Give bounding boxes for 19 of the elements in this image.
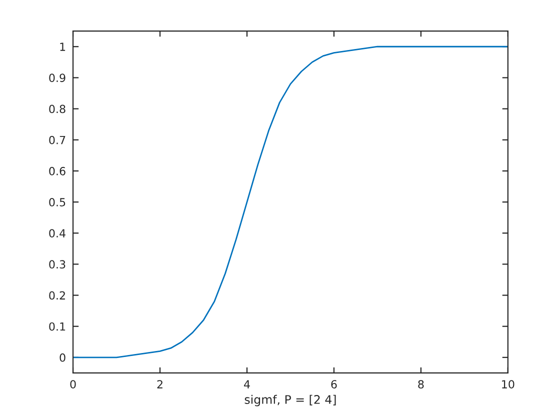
y-tick-label: 1	[60, 42, 66, 51]
x-axis-title: sigmf, P = [2 4]	[244, 394, 336, 406]
x-tick-label: 0	[70, 380, 76, 389]
line-series	[73, 46, 508, 358]
y-tick-label: 0.7	[49, 136, 66, 144]
y-tick-label: 0.3	[49, 260, 66, 269]
y-tick-label: 0.4	[49, 229, 66, 238]
x-tick-label: 4	[244, 380, 250, 388]
y-tick-label: 0.8	[49, 104, 66, 114]
x-tick-label: 10	[502, 380, 514, 389]
x-tick-label: 6	[331, 380, 337, 389]
x-tick-label: 8	[418, 380, 424, 389]
y-tick-label: 0	[60, 353, 66, 362]
y-tick-label: 0.9	[49, 74, 66, 82]
y-tick-label: 0.1	[49, 322, 66, 331]
x-tick-label: 2	[157, 380, 162, 388]
y-tick-label: 0.5	[49, 198, 66, 206]
y-tick-label: 0.6	[49, 166, 66, 176]
y-tick-label: 0.2	[49, 291, 65, 300]
